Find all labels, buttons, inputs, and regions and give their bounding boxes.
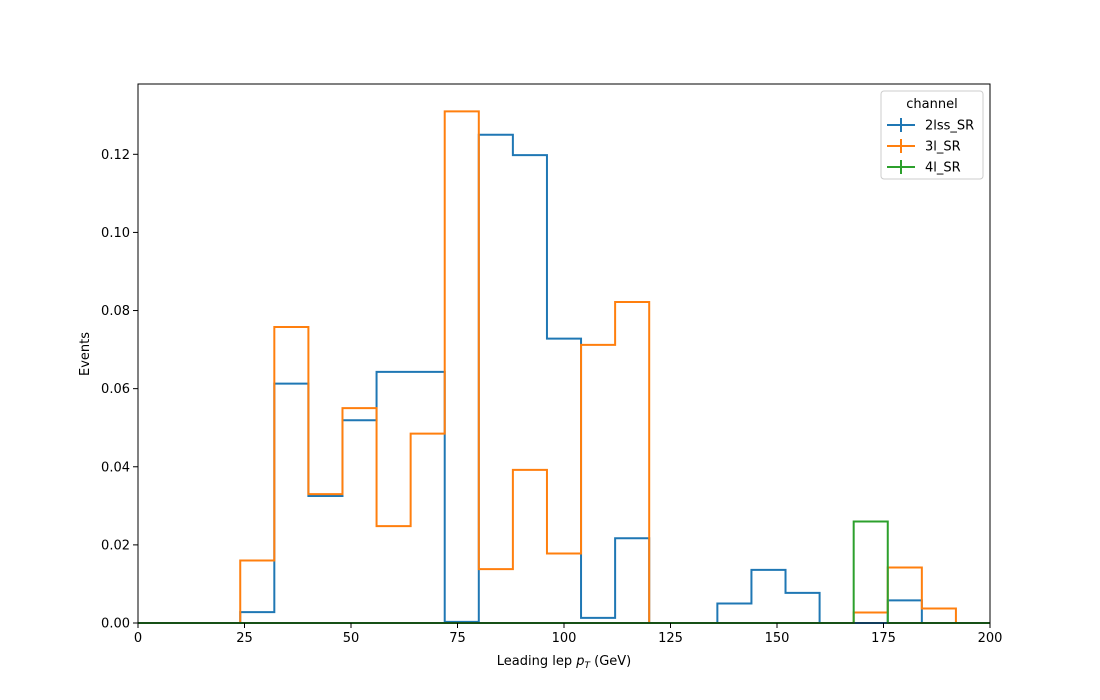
y-tick-label: 0.00 — [101, 617, 130, 632]
series-4l-sr-step — [138, 520, 990, 624]
legend-title: channel — [906, 97, 957, 112]
y-tick-label: 0.02 — [101, 538, 130, 553]
x-tick-label: 200 — [978, 631, 1003, 646]
legend-label-2lss-sr: 2lss_SR — [925, 119, 974, 134]
legend-entry-2lss-sr: 2lss_SR — [887, 118, 974, 134]
legend-entry-3l-sr: 3l_SR — [887, 139, 961, 155]
y-tick-label: 0.06 — [101, 382, 130, 397]
x-tick-label: 125 — [658, 631, 683, 646]
plot-series — [138, 110, 990, 624]
y-axis: 0.00 0.02 0.04 0.06 0.08 0.10 0.12 — [101, 148, 138, 632]
legend-label-3l-sr: 3l_SR — [925, 140, 961, 155]
x-tick-label: 50 — [343, 631, 360, 646]
legend-entries: 2lss_SR 3l_SR 4l_SR — [887, 118, 974, 176]
series-3l-sr-step — [138, 110, 990, 624]
y-tick-label: 0.08 — [101, 304, 130, 319]
x-tick-label: 25 — [236, 631, 253, 646]
x-tick-label: 75 — [449, 631, 466, 646]
x-axis: 0 25 50 75 100 125 150 175 200 — [134, 623, 1003, 646]
legend-label-4l-sr: 4l_SR — [925, 161, 961, 176]
x-axis-label-symbol: p — [575, 654, 584, 669]
legend-box — [880, 90, 984, 180]
x-axis-label-unit: (GeV) — [594, 654, 631, 669]
x-axis-label: Leading lep pT (GeV) — [497, 654, 631, 671]
y-tick-label: 0.04 — [101, 460, 130, 475]
x-axis-label-text: Leading lep — [497, 654, 572, 669]
x-tick-label: 175 — [871, 631, 896, 646]
x-axis-label-subscript: T — [584, 661, 591, 671]
x-tick-label: 150 — [765, 631, 790, 646]
legend: channel 2lss_SR 3l_SR 4l_SR — [880, 90, 984, 180]
series-2lss-sr-step — [138, 133, 990, 624]
y-tick-label: 0.10 — [101, 226, 130, 241]
x-tick-label: 100 — [552, 631, 577, 646]
y-axis-label: Events — [78, 332, 93, 376]
legend-entry-4l-sr: 4l_SR — [887, 160, 961, 176]
x-tick-label: 0 — [134, 631, 142, 646]
y-tick-label: 0.12 — [101, 148, 130, 163]
axes-frame — [137, 83, 991, 624]
